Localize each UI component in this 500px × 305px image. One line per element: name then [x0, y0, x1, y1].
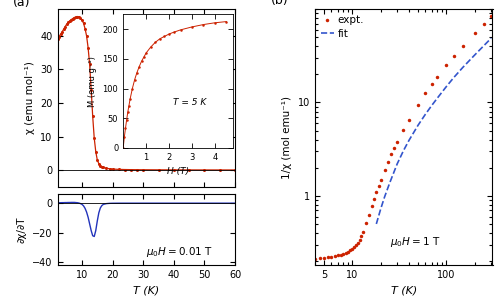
Text: $\mu_0 H = 1$ T: $\mu_0 H = 1$ T: [390, 235, 440, 249]
fit: [488, 36, 494, 40]
fit: [415, 124, 421, 127]
expt.: [374, 190, 380, 194]
expt.: [434, 75, 440, 79]
expt.: [385, 160, 391, 163]
fit: [429, 104, 435, 107]
Y-axis label: 1/χ (mol emu⁻¹): 1/χ (mol emu⁻¹): [282, 96, 292, 179]
expt.: [332, 254, 338, 258]
expt.: [392, 146, 398, 150]
expt.: [358, 234, 364, 238]
expt.: [400, 128, 406, 132]
Y-axis label: ∂χ/∂T: ∂χ/∂T: [16, 217, 26, 243]
expt.: [345, 250, 351, 254]
expt.: [382, 168, 388, 172]
expt.: [355, 241, 361, 245]
expt.: [357, 238, 363, 241]
expt.: [363, 221, 369, 225]
fit: [394, 162, 400, 166]
expt.: [340, 252, 346, 256]
expt.: [366, 213, 372, 216]
expt.: [325, 255, 331, 259]
expt.: [368, 205, 374, 208]
expt.: [306, 257, 312, 261]
expt.: [394, 140, 400, 144]
expt.: [371, 197, 377, 201]
expt.: [451, 54, 457, 58]
Legend: expt., fit: expt., fit: [320, 14, 366, 40]
expt.: [312, 257, 318, 261]
expt.: [321, 256, 327, 260]
fit: [460, 66, 466, 69]
Line: expt.: expt.: [285, 14, 493, 261]
expt.: [335, 253, 341, 257]
expt.: [298, 257, 304, 261]
fit: [480, 44, 486, 48]
expt.: [488, 14, 494, 18]
fit: [382, 195, 388, 199]
expt.: [338, 253, 344, 257]
expt.: [406, 118, 412, 122]
expt.: [472, 31, 478, 35]
Text: $\mu_0 H = 0.01$ T: $\mu_0 H = 0.01$ T: [146, 245, 213, 259]
fit: [444, 85, 450, 88]
expt.: [342, 251, 348, 255]
expt.: [328, 255, 334, 259]
expt.: [293, 257, 299, 261]
fit: [378, 207, 384, 211]
fit: [386, 181, 392, 185]
expt.: [480, 22, 486, 25]
expt.: [460, 44, 466, 48]
expt.: [288, 257, 294, 261]
X-axis label: T (K): T (K): [133, 286, 160, 296]
Text: (b): (b): [270, 0, 288, 7]
expt.: [352, 246, 358, 249]
Text: (a): (a): [13, 0, 30, 9]
X-axis label: T (K): T (K): [390, 286, 417, 296]
Line: fit: fit: [376, 38, 491, 224]
fit: [406, 139, 412, 142]
expt.: [378, 178, 384, 182]
fit: [472, 53, 478, 57]
expt.: [415, 103, 421, 106]
fit: [422, 112, 428, 116]
expt.: [350, 247, 356, 251]
expt.: [429, 82, 435, 86]
expt.: [422, 91, 428, 95]
expt.: [348, 249, 354, 252]
fit: [434, 96, 440, 100]
expt.: [360, 230, 366, 234]
expt.: [376, 184, 382, 188]
expt.: [317, 256, 323, 260]
fit: [374, 222, 380, 226]
expt.: [284, 257, 290, 261]
expt.: [444, 63, 450, 67]
expt.: [388, 152, 394, 156]
Y-axis label: χ (emu mol⁻¹): χ (emu mol⁻¹): [24, 62, 34, 135]
fit: [451, 76, 457, 79]
expt.: [353, 243, 359, 247]
expt.: [300, 257, 306, 261]
fit: [400, 149, 406, 152]
